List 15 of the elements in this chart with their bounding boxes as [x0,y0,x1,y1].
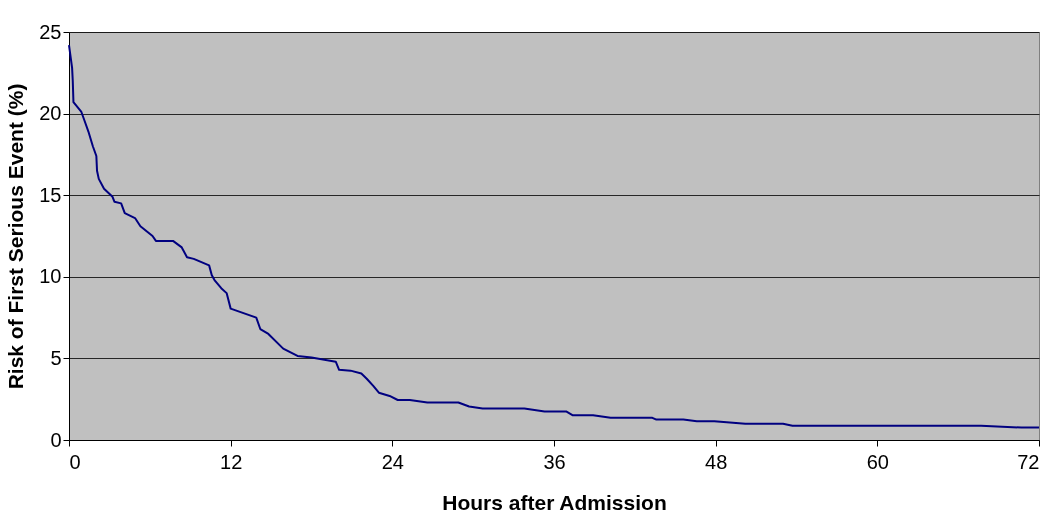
y-tick-label: 25 [39,20,62,43]
x-tick-label: 72 [1017,450,1040,473]
x-tick-label: 12 [220,450,243,473]
y-tick-label: 20 [39,102,62,125]
y-axis-title: Risk of First Serious Event (%) [4,83,28,390]
x-tick-label: 0 [69,450,81,473]
x-tick-label: 36 [543,450,566,473]
x-tick-label: 60 [866,450,889,473]
y-tick-label: 10 [39,265,62,288]
x-tick-label: 24 [381,450,404,473]
x-axis-title: Hours after Admission [442,490,667,514]
y-tick-label: 0 [50,428,62,451]
y-tick-label: 5 [50,346,62,369]
x-tick-label: 48 [705,450,728,473]
y-tick-label: 15 [39,183,62,206]
